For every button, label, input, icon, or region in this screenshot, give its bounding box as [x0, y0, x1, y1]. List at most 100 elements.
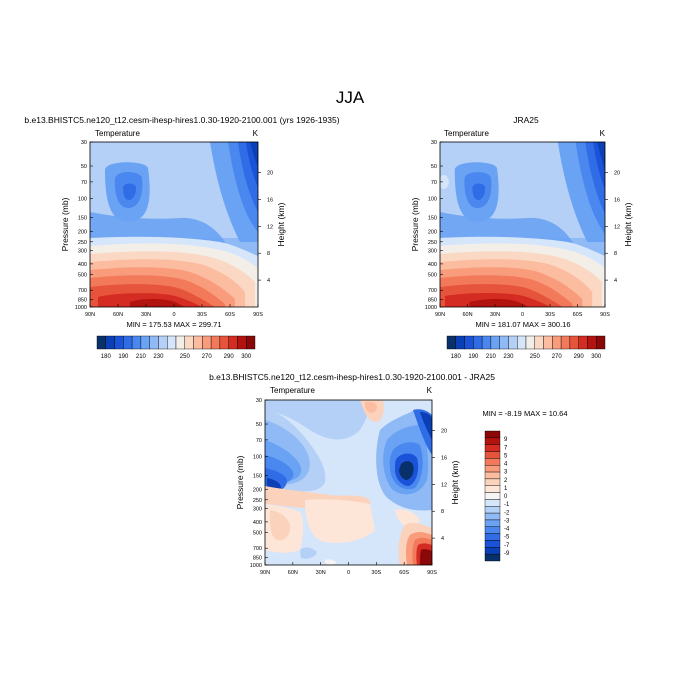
panel-model: b.e13.BHISTC5.ne120_t12.cesm-ihesp-hires… [24, 115, 339, 360]
y-tick-label: 300 [428, 248, 437, 254]
colorbar-label: 290 [224, 354, 235, 360]
right-tick-label: 12 [267, 224, 273, 230]
panel-obs-colorbar: 180 190 210 230 250 270 290 300 [446, 335, 606, 360]
y-tick-label: 30 [431, 140, 437, 146]
colorbar-swatch [473, 335, 483, 350]
x-tick-label: 90N [260, 570, 270, 576]
x-tick-label: 90S [600, 312, 610, 318]
colorbar-label: 190 [118, 354, 129, 360]
colorbar-swatch [158, 335, 168, 350]
colorbar-swatch [517, 335, 527, 350]
right-axis-label: Height (km) [276, 202, 286, 246]
colorbar-swatch [484, 547, 501, 555]
colorbar-swatch [184, 335, 194, 350]
colorbar-swatch [490, 335, 500, 350]
colorbar-label: 250 [180, 354, 191, 360]
colorbar-label: 270 [552, 354, 563, 360]
colorbar-swatch [237, 335, 247, 350]
panel-diff: b.e13.BHISTC5.ne120_t12.cesm-ihesp-hires… [209, 372, 567, 576]
right-tick-label: 16 [441, 455, 447, 461]
y-tick-label: 400 [78, 262, 87, 268]
right-tick-label: 12 [441, 482, 447, 488]
x-tick-label: 0 [521, 312, 524, 318]
colorbar-label: 4 [504, 462, 508, 468]
colorbar-swatch [484, 471, 501, 480]
colorbar-swatch [464, 335, 474, 350]
colorbar-label: 190 [468, 354, 479, 360]
panel-diff-subtitle-right: K [427, 386, 433, 395]
x-tick-label: 30N [316, 570, 326, 576]
colorbar-label: -3 [504, 518, 510, 524]
y-tick-label: 500 [428, 272, 437, 278]
colorbar-label: 9 [504, 437, 508, 443]
panel-diff-minmax: MIN = -8.19 MAX = 10.64 [482, 409, 567, 418]
colorbar-swatch [167, 335, 177, 350]
colorbar-swatch [534, 335, 544, 350]
panel-model-minmax: MIN = 175.53 MAX = 299.71 [126, 320, 221, 329]
panel-model-title: b.e13.BHISTC5.ne120_t12.cesm-ihesp-hires… [24, 115, 339, 125]
panel-diff-colorbar: 9 7 5 4 3 2 1 0 -1 -2 -3 -4 -5 -7 -9 [484, 430, 510, 562]
y-tick-label: 400 [253, 520, 262, 526]
colorbar-swatch [484, 540, 501, 548]
panel-model-subtitle-left: Temperature [95, 129, 140, 138]
colorbar-swatch [484, 506, 501, 514]
colorbar-label: 7 [504, 445, 508, 451]
colorbar-swatch [560, 335, 571, 350]
colorbar-label: 180 [101, 354, 112, 360]
colorbar-swatch [484, 430, 501, 439]
colorbar-label: 300 [241, 354, 252, 360]
y-tick-label: 70 [431, 180, 437, 186]
y-axis-label: Pressure (mb) [235, 455, 245, 509]
colorbar-swatch [149, 335, 159, 350]
y-tick-label: 850 [428, 297, 437, 303]
colorbar-swatch [552, 335, 562, 350]
colorbar-label: 3 [504, 470, 508, 476]
y-tick-label: 1000 [250, 563, 262, 569]
y-axis-label: Pressure (mb) [410, 197, 420, 251]
y-tick-label: 700 [428, 288, 437, 294]
right-tick-label: 8 [441, 509, 444, 515]
colorbar-label: 180 [451, 354, 462, 360]
x-tick-label: 90S [427, 570, 437, 576]
y-tick-label: 70 [81, 180, 87, 186]
colorbar-swatch [578, 335, 588, 350]
colorbar-swatch [246, 335, 256, 350]
colorbar-label: 230 [503, 354, 514, 360]
y-tick-label: 200 [428, 229, 437, 235]
colorbar-swatch [219, 335, 229, 350]
colorbar-swatch [131, 335, 142, 350]
colorbar-swatch [228, 335, 238, 350]
colorbar-label: 290 [574, 354, 585, 360]
panel-model-subtitle-right: K [253, 129, 259, 138]
colorbar-label: -7 [504, 543, 510, 549]
colorbar-swatch [484, 533, 501, 541]
panel-obs-minmax: MIN = 181.07 MAX = 300.16 [475, 320, 570, 329]
colorbar-swatch [484, 478, 501, 486]
figure-title: JJA [336, 88, 365, 107]
x-tick-label: 60S [225, 312, 235, 318]
colorbar-label: -2 [504, 510, 510, 516]
x-tick-label: 60S [399, 570, 409, 576]
y-tick-label: 200 [253, 487, 262, 493]
colorbar-swatch [96, 335, 106, 350]
x-tick-label: 30N [141, 312, 151, 318]
y-tick-label: 250 [428, 240, 437, 246]
y-tick-label: 400 [428, 262, 437, 268]
colorbar-label: 1 [504, 486, 508, 492]
colorbar-label: -9 [504, 551, 510, 557]
y-tick-label: 850 [253, 555, 262, 561]
right-axis-label: Height (km) [450, 460, 460, 504]
right-tick-label: 12 [614, 224, 620, 230]
x-tick-label: 60N [462, 312, 472, 318]
x-tick-label: 60S [573, 312, 583, 318]
colorbar-swatch [210, 335, 221, 350]
x-tick-label: 90N [435, 312, 445, 318]
y-tick-label: 50 [256, 422, 262, 428]
colorbar-swatch [114, 335, 124, 350]
x-tick-label: 90S [253, 312, 263, 318]
x-tick-label: 60N [288, 570, 298, 576]
colorbar-swatch [596, 335, 606, 350]
colorbar-swatch [484, 444, 501, 452]
y-tick-label: 1000 [75, 305, 87, 311]
